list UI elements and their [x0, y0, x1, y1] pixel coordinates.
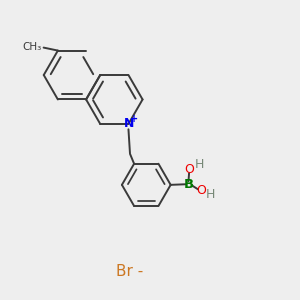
Text: +: +: [130, 114, 139, 124]
Text: O: O: [184, 164, 194, 176]
Text: H: H: [206, 188, 215, 201]
Text: O: O: [196, 184, 206, 197]
Text: N: N: [124, 117, 134, 130]
Text: Br -: Br -: [116, 264, 143, 279]
Text: CH₃: CH₃: [22, 42, 42, 52]
Text: H: H: [195, 158, 205, 171]
Text: B: B: [183, 178, 194, 191]
